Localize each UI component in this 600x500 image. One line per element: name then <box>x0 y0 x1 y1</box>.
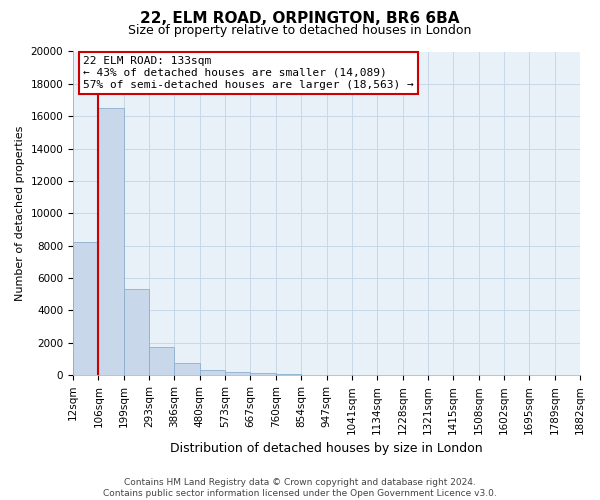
Bar <box>175 363 200 375</box>
Bar <box>124 290 149 375</box>
X-axis label: Distribution of detached houses by size in London: Distribution of detached houses by size … <box>170 442 483 455</box>
Text: Size of property relative to detached houses in London: Size of property relative to detached ho… <box>128 24 472 37</box>
Bar <box>98 108 124 375</box>
Bar <box>73 242 98 375</box>
Text: 22, ELM ROAD, ORPINGTON, BR6 6BA: 22, ELM ROAD, ORPINGTON, BR6 6BA <box>140 11 460 26</box>
Bar <box>276 374 301 375</box>
Text: 22 ELM ROAD: 133sqm
← 43% of detached houses are smaller (14,089)
57% of semi-de: 22 ELM ROAD: 133sqm ← 43% of detached ho… <box>83 56 414 90</box>
Bar <box>250 373 276 375</box>
Bar <box>149 347 175 375</box>
Text: Contains HM Land Registry data © Crown copyright and database right 2024.
Contai: Contains HM Land Registry data © Crown c… <box>103 478 497 498</box>
Bar <box>200 370 225 375</box>
Bar <box>225 372 250 375</box>
Y-axis label: Number of detached properties: Number of detached properties <box>15 126 25 301</box>
